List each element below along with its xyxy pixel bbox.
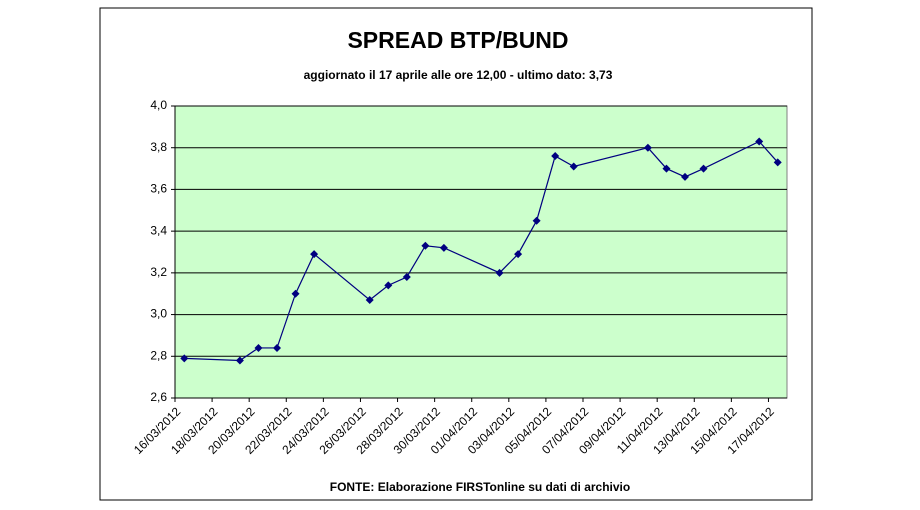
data-point xyxy=(569,162,578,171)
source-note: FONTE: Elaborazione FIRSTonline su dati … xyxy=(330,480,630,494)
data-point xyxy=(421,241,430,250)
chart-title: SPREAD BTP/BUND xyxy=(347,27,568,53)
data-point xyxy=(699,164,708,173)
data-point xyxy=(384,281,393,290)
data-point xyxy=(235,356,244,365)
data-point xyxy=(755,137,764,146)
plot-area xyxy=(174,105,788,399)
data-point xyxy=(681,172,689,181)
data-point xyxy=(273,343,281,352)
data-point xyxy=(310,250,319,259)
y-tick-label: 2,8 xyxy=(150,348,167,362)
data-point xyxy=(773,158,782,167)
y-tick-label: 3,0 xyxy=(150,307,167,321)
data-point xyxy=(254,343,263,352)
data-point xyxy=(402,273,411,282)
chart-subtitle: aggiornato il 17 aprile alle ore 12,00 -… xyxy=(304,68,613,82)
y-tick-label: 3,2 xyxy=(150,265,167,279)
data-point xyxy=(532,216,541,225)
data-point xyxy=(439,243,448,252)
y-tick-label: 3,6 xyxy=(150,182,167,196)
data-point xyxy=(643,143,652,152)
series-line xyxy=(184,140,779,362)
data-point xyxy=(291,289,300,298)
data-point xyxy=(180,354,189,363)
y-tick-label: 2,6 xyxy=(150,390,167,404)
y-tick-label: 3,4 xyxy=(150,223,167,237)
data-point xyxy=(514,250,523,259)
data-point xyxy=(365,295,374,304)
y-tick-label: 3,8 xyxy=(150,140,167,154)
data-point xyxy=(662,164,671,173)
data-point xyxy=(495,268,504,277)
data-point xyxy=(551,152,560,161)
y-tick-label: 4,0 xyxy=(150,98,167,112)
